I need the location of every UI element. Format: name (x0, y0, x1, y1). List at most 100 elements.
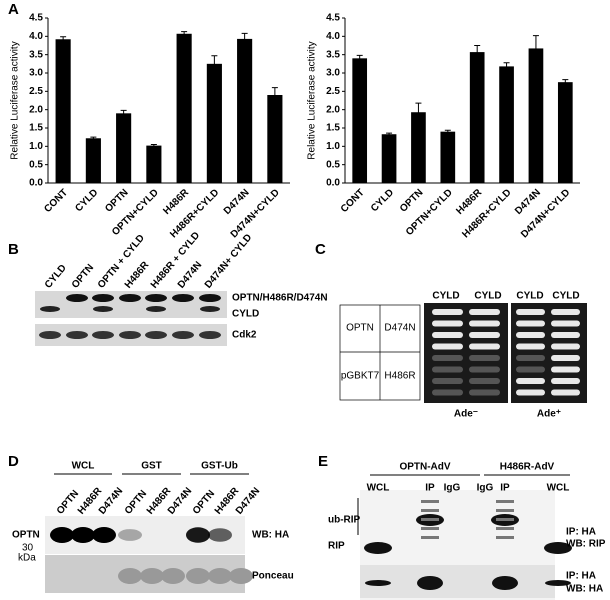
x-tick-label: CYLD (73, 187, 100, 214)
smear (421, 518, 439, 521)
y-tick-label: 0.0 (29, 178, 43, 189)
band (229, 568, 253, 584)
blot-label: IP: HA (566, 527, 596, 538)
panel-label: C (315, 241, 326, 258)
band (118, 529, 142, 541)
band (92, 527, 116, 543)
bar (206, 63, 222, 184)
y-tick-label: 3.0 (29, 68, 43, 79)
smear (496, 518, 514, 521)
lane-label: OPTN (123, 488, 149, 516)
yeast-streak (551, 332, 580, 338)
bar (176, 33, 192, 184)
group-label: GST-Ub (201, 461, 238, 472)
x-tick-label: OPTN (103, 187, 130, 214)
bar (557, 82, 573, 183)
yeast-streak (432, 355, 463, 361)
error-bar (150, 144, 157, 147)
error-bar (474, 45, 481, 59)
y-tick-label: 2.5 (29, 86, 43, 97)
y-tick-label: 1.5 (29, 123, 43, 134)
group-label: WCL (72, 461, 95, 472)
table-cell: pGBKT7 (341, 371, 380, 382)
group-label: GST (141, 461, 162, 472)
band (66, 331, 88, 339)
yeast-streak (516, 332, 545, 338)
band (545, 580, 571, 586)
yeast-streak (551, 366, 580, 373)
error-bar (415, 102, 422, 122)
yeast-streak (516, 320, 545, 327)
bar (528, 48, 544, 183)
band-label: ub-RIP (328, 515, 361, 526)
blot-label: WB: RIP (566, 539, 606, 550)
yeast-streak (432, 309, 463, 315)
yeast-streak (469, 320, 500, 327)
lane-label: WCL (547, 483, 570, 494)
column-label: CYLD (516, 291, 543, 302)
y-tick-label: 0.5 (326, 159, 340, 170)
lane-label: H486R (123, 259, 152, 291)
lane-label: D474N+ CYLD (203, 232, 254, 290)
error-bar (532, 35, 539, 62)
error-bar (120, 109, 127, 117)
band (140, 568, 164, 584)
band (199, 294, 221, 302)
column-label: CYLD (432, 291, 459, 302)
bar (146, 145, 162, 183)
y-axis-label: Relative Luciferase activity (307, 41, 318, 159)
table-cell: D474N (384, 323, 415, 334)
band (93, 306, 113, 312)
group-label: OPTN-AdV (399, 462, 450, 473)
group-label: H486R-AdV (500, 462, 555, 473)
yeast-streak (551, 309, 580, 315)
y-tick-label: 4.5 (326, 13, 340, 24)
band (161, 568, 185, 584)
blot-label: WB: HA (252, 530, 289, 541)
table-cell: OPTN (346, 323, 374, 334)
smear (496, 536, 514, 539)
yeast-streak (551, 320, 580, 327)
bar (237, 38, 253, 184)
panel-label: A (8, 1, 19, 18)
y-tick-label: 1.0 (29, 141, 43, 152)
yeast-streak (469, 389, 500, 396)
smear (496, 500, 514, 503)
error-bar (386, 132, 393, 136)
band (40, 306, 60, 312)
yeast-streak (516, 343, 545, 350)
blot (360, 565, 555, 598)
band (39, 331, 61, 339)
column-label: CYLD (552, 291, 579, 302)
error-bar (60, 36, 67, 42)
lane-label: OPTN (55, 488, 81, 516)
band (492, 576, 518, 590)
yeast-streak (551, 389, 580, 396)
column-label: CYLD (474, 291, 501, 302)
plate (511, 303, 587, 403)
x-tick-label: D474N (222, 187, 252, 217)
y-tick-label: 3.5 (29, 49, 43, 60)
band (145, 294, 167, 302)
band (417, 576, 443, 590)
yeast-streak (551, 378, 580, 384)
yeast-streak (469, 343, 500, 350)
y-axis-label: Relative Luciferase activity (10, 41, 21, 159)
x-tick-label: OPTN (398, 187, 425, 214)
y-tick-label: 0.5 (29, 159, 43, 170)
bar (85, 138, 101, 183)
band (172, 331, 194, 339)
bar (352, 58, 368, 184)
yeast-streak (432, 332, 463, 338)
plate-label: Ade⁺ (537, 409, 561, 420)
band (66, 294, 88, 302)
y-tick-label: 2.0 (29, 104, 43, 115)
error-bar (356, 54, 363, 62)
band (118, 568, 142, 584)
yeast-streak (432, 378, 463, 384)
lane-label: IP (425, 483, 435, 494)
y-tick-label: 3.0 (326, 68, 340, 79)
bar (411, 112, 426, 183)
band (71, 527, 95, 543)
